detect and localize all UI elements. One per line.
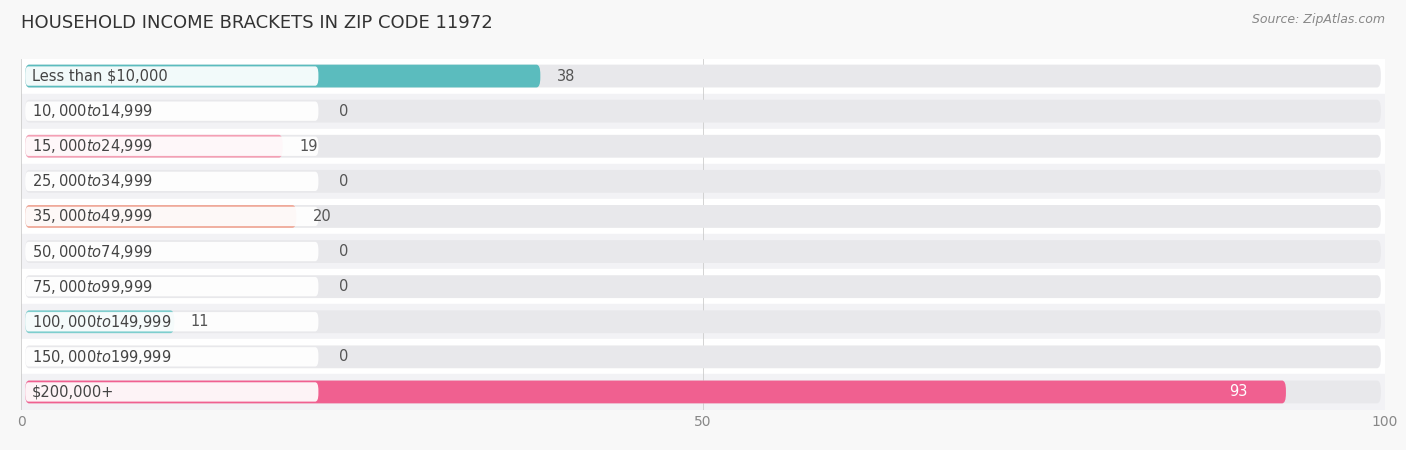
FancyBboxPatch shape xyxy=(25,102,318,121)
Text: 20: 20 xyxy=(312,209,332,224)
FancyBboxPatch shape xyxy=(25,242,318,261)
FancyBboxPatch shape xyxy=(25,170,1381,193)
FancyBboxPatch shape xyxy=(25,347,318,366)
Bar xyxy=(21,374,1385,410)
Text: 38: 38 xyxy=(557,68,575,84)
Text: $75,000 to $99,999: $75,000 to $99,999 xyxy=(32,278,153,296)
Text: 11: 11 xyxy=(191,314,209,329)
FancyBboxPatch shape xyxy=(25,137,318,156)
FancyBboxPatch shape xyxy=(25,207,318,226)
Bar xyxy=(21,339,1385,374)
Text: 93: 93 xyxy=(1229,384,1247,400)
Bar xyxy=(21,199,1385,234)
FancyBboxPatch shape xyxy=(25,135,283,158)
FancyBboxPatch shape xyxy=(25,346,1381,368)
Text: 0: 0 xyxy=(339,279,349,294)
Bar xyxy=(21,164,1385,199)
Text: 0: 0 xyxy=(339,349,349,364)
Text: 0: 0 xyxy=(339,174,349,189)
Text: $100,000 to $149,999: $100,000 to $149,999 xyxy=(32,313,172,331)
FancyBboxPatch shape xyxy=(25,100,1381,122)
Text: 0: 0 xyxy=(339,244,349,259)
FancyBboxPatch shape xyxy=(25,205,1381,228)
Text: $15,000 to $24,999: $15,000 to $24,999 xyxy=(32,137,153,155)
FancyBboxPatch shape xyxy=(25,67,318,86)
Text: 19: 19 xyxy=(299,139,318,154)
FancyBboxPatch shape xyxy=(25,310,174,333)
Bar xyxy=(21,234,1385,269)
FancyBboxPatch shape xyxy=(25,382,318,401)
FancyBboxPatch shape xyxy=(25,312,318,331)
Text: $50,000 to $74,999: $50,000 to $74,999 xyxy=(32,243,153,261)
FancyBboxPatch shape xyxy=(25,310,1381,333)
FancyBboxPatch shape xyxy=(25,65,540,87)
Text: $150,000 to $199,999: $150,000 to $199,999 xyxy=(32,348,172,366)
Text: $25,000 to $34,999: $25,000 to $34,999 xyxy=(32,172,153,190)
Text: $200,000+: $200,000+ xyxy=(32,384,114,400)
Text: Source: ZipAtlas.com: Source: ZipAtlas.com xyxy=(1251,14,1385,27)
Bar xyxy=(21,58,1385,94)
Text: Less than $10,000: Less than $10,000 xyxy=(32,68,167,84)
Bar xyxy=(21,269,1385,304)
FancyBboxPatch shape xyxy=(25,381,1286,403)
Text: HOUSEHOLD INCOME BRACKETS IN ZIP CODE 11972: HOUSEHOLD INCOME BRACKETS IN ZIP CODE 11… xyxy=(21,14,494,32)
FancyBboxPatch shape xyxy=(25,240,1381,263)
FancyBboxPatch shape xyxy=(25,65,1381,87)
FancyBboxPatch shape xyxy=(25,277,318,296)
Text: $35,000 to $49,999: $35,000 to $49,999 xyxy=(32,207,153,225)
Bar xyxy=(21,304,1385,339)
FancyBboxPatch shape xyxy=(25,381,1381,403)
FancyBboxPatch shape xyxy=(25,135,1381,158)
FancyBboxPatch shape xyxy=(25,172,318,191)
FancyBboxPatch shape xyxy=(25,205,297,228)
Bar xyxy=(21,94,1385,129)
FancyBboxPatch shape xyxy=(25,275,1381,298)
Text: 0: 0 xyxy=(339,104,349,119)
Bar xyxy=(21,129,1385,164)
Text: $10,000 to $14,999: $10,000 to $14,999 xyxy=(32,102,153,120)
